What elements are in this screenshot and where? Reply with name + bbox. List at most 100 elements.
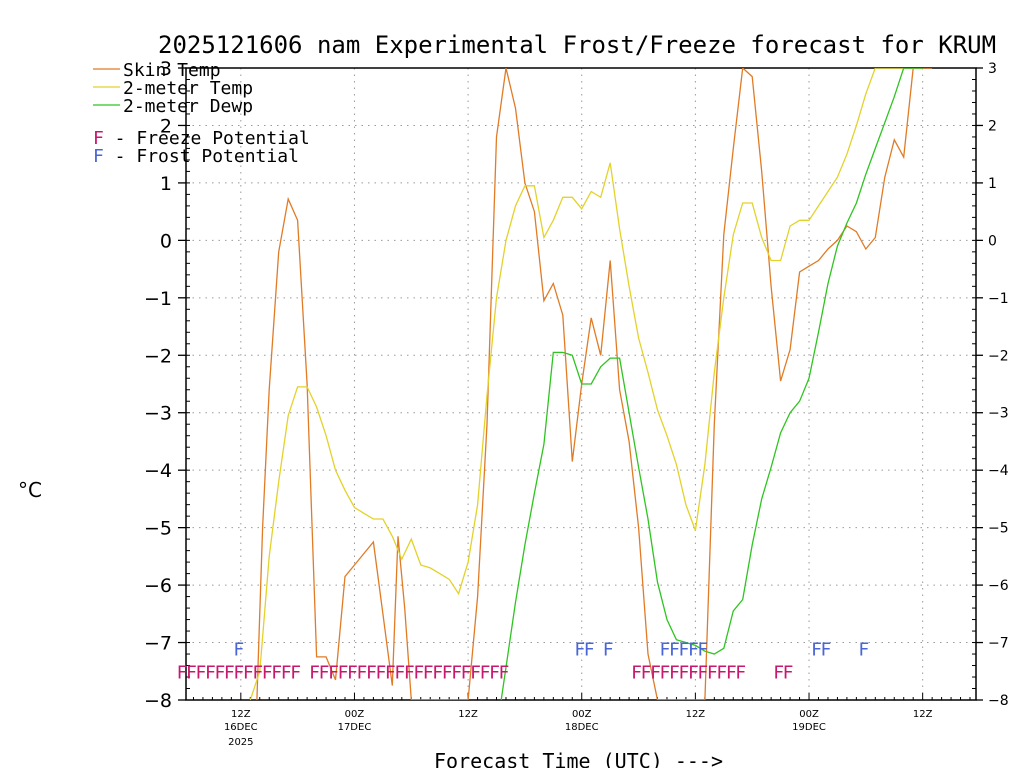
y-tick-label: 1 [160,173,172,195]
freeze-flag: F [328,662,339,683]
freeze-flag: F [309,662,320,683]
x-tick-year: 2025 [228,737,253,748]
freeze-flag: F [697,662,708,683]
y-tick-label: 3 [160,58,172,80]
freeze-flag: F [347,662,358,683]
chart-title: 2025121606 nam Experimental Frost/Freeze… [158,31,996,59]
freeze-flag: F [423,662,434,683]
freeze-flag: F [451,662,462,683]
freeze-flag: F [357,662,368,683]
x-axis: 12Z 16DEC 2025 00Z 17DEC 12Z 00Z 18DEC 12Z 00Z 19D… [192,693,971,748]
y-tick-label: −5 [144,518,172,540]
freeze-flag: F [413,662,424,683]
x-tick-label: 12Z [458,709,478,720]
y-tick-label: −1 [144,288,172,310]
x-tick-date: 19DEC [792,722,826,733]
freeze-flag: F [442,662,453,683]
legend: Skin Temp 2-meter Temp 2-meter Dewp F - … [93,60,310,167]
legend-skin-temp: Skin Temp [123,60,221,81]
freeze-flag: F [186,662,197,683]
legend-frost-potential: F - Frost Potential [93,146,299,167]
freeze-flag: F [271,662,282,683]
freeze-flag: F [366,662,377,683]
frost-flag: F [233,639,244,660]
2m-temp-line [249,68,923,700]
y-tick-label-right: −1 [988,291,1009,307]
frost-flag: F [821,639,832,660]
y-tick-label: 0 [160,230,172,252]
freeze-flag: F [489,662,500,683]
y-tick-label: −4 [144,460,172,482]
y-tick-label-right: 1 [988,176,997,192]
y-tick-label: −2 [144,345,172,367]
freeze-flag: F [177,662,188,683]
freeze-flag: F [669,662,680,683]
freeze-flag: F [631,662,642,683]
frost-flag: F [584,639,595,660]
legend-freeze-potential: F - Freeze Potential [93,128,310,149]
2m-dewp-line [500,68,923,700]
y-axis: −8 −8 −7 −7 −6 −6 −5 −5 −4 −4 −3 −3 −2 −2 −1 −1 0 0 1 1 2 2 3 3 [144,58,1009,712]
plot-frame [185,67,977,701]
frost-flag: F [574,639,585,660]
legend-2m-dewp: 2-meter Dewp [123,96,253,117]
frost-flag: F [678,639,689,660]
grid [186,68,976,700]
freeze-flag: F [716,662,727,683]
frost-flag: F [603,639,614,660]
y-tick-label-right: −3 [988,406,1009,422]
frost-flag: F [858,639,869,660]
frost-flag: F [688,639,699,660]
freeze-flag: F [375,662,386,683]
freeze-flag: F [660,662,671,683]
freeze-flag: F [726,662,737,683]
freeze-flag: F [394,662,405,683]
freeze-flag: F [319,662,330,683]
freeze-flag: F [773,662,784,683]
y-tick-label-right: 2 [988,118,997,134]
x-tick-date: 16DEC [224,722,258,733]
frost-flag: F [697,639,708,660]
freeze-flag: F [678,662,689,683]
y-tick-label-right: −7 [988,636,1009,652]
freeze-flag: F [688,662,699,683]
y-tick-label: −3 [144,403,172,425]
y-tick-label-right: −4 [988,463,1009,479]
freeze-flag: F [205,662,216,683]
freeze-flag: F [432,662,443,683]
frost-flag: F [811,639,822,660]
y-tick-label-right: 0 [988,233,997,249]
freeze-flag: F [290,662,301,683]
freeze-flag: F [404,662,415,683]
freeze-flag: F [499,662,510,683]
freeze-flag: F [252,662,263,683]
skin-temp-line [256,68,933,700]
freeze-flag: F [461,662,472,683]
freeze-flag: F [196,662,207,683]
y-axis-label: °C [18,478,42,502]
freeze-flag: F [338,662,349,683]
freeze-flag: F [385,662,396,683]
freeze-flag: F [480,662,491,683]
frost-flag: F [669,639,680,660]
y-tick-label-right: −2 [988,348,1009,364]
y-tick-label: 2 [160,115,172,137]
x-tick-date: 17DEC [338,722,372,733]
freeze-flag: F [650,662,661,683]
x-tick-label: 00Z [345,709,365,720]
legend-2m-temp: 2-meter Temp [123,78,253,99]
freeze-flag: F [783,662,794,683]
x-tick-date: 18DEC [565,722,599,733]
y-tick-label: −6 [144,575,172,597]
series-lines [249,68,933,700]
y-tick-label: −8 [144,690,172,712]
y-tick-label-right: −6 [988,578,1009,594]
y-tick-label-right: −8 [988,693,1009,709]
freeze-flag: F [281,662,292,683]
freeze-flag: F [224,662,235,683]
freeze-flag: F [243,662,254,683]
freeze-flag: F [233,662,244,683]
x-tick-label: 12Z [686,709,706,720]
freeze-flag: F [707,662,718,683]
